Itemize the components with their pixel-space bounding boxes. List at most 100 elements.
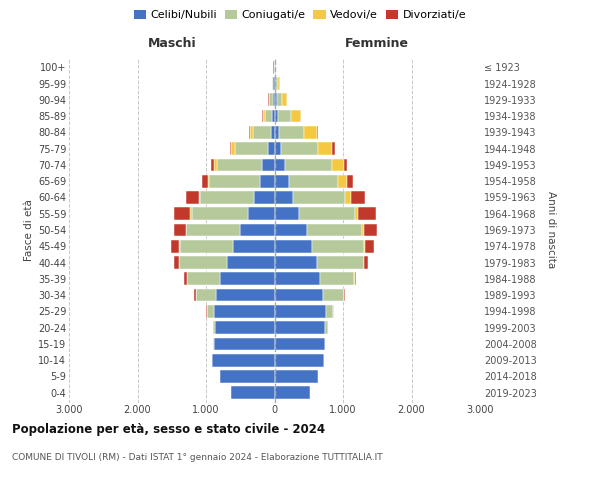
Bar: [364, 256, 368, 269]
Bar: [211, 158, 214, 172]
Bar: [346, 191, 350, 204]
Bar: [263, 110, 265, 122]
Bar: [304, 126, 317, 138]
Bar: [275, 354, 324, 366]
Bar: [275, 305, 326, 318]
Bar: [230, 142, 232, 155]
Bar: [262, 158, 275, 172]
Bar: [275, 288, 323, 302]
Bar: [190, 208, 191, 220]
Bar: [179, 256, 227, 269]
Bar: [275, 208, 299, 220]
Bar: [191, 208, 248, 220]
Bar: [365, 240, 374, 252]
Bar: [317, 126, 318, 138]
Bar: [265, 110, 272, 122]
Bar: [312, 240, 364, 252]
Bar: [286, 158, 332, 172]
Bar: [275, 77, 276, 90]
Bar: [275, 272, 320, 285]
Bar: [213, 322, 215, 334]
Bar: [275, 256, 317, 269]
Bar: [275, 224, 307, 236]
Bar: [275, 175, 289, 188]
Bar: [332, 158, 344, 172]
Bar: [215, 322, 275, 334]
Bar: [217, 158, 262, 172]
Bar: [233, 240, 275, 252]
Bar: [275, 142, 281, 155]
Bar: [186, 224, 240, 236]
Bar: [174, 256, 179, 269]
Bar: [355, 272, 356, 285]
Bar: [275, 94, 277, 106]
Y-axis label: Fasce di età: Fasce di età: [23, 199, 34, 261]
Bar: [275, 191, 293, 204]
Bar: [272, 110, 275, 122]
Bar: [278, 77, 280, 90]
Bar: [271, 126, 275, 138]
Text: Maschi: Maschi: [148, 37, 196, 50]
Bar: [253, 126, 271, 138]
Bar: [289, 175, 338, 188]
Bar: [171, 240, 179, 252]
Bar: [307, 224, 362, 236]
Bar: [281, 142, 319, 155]
Bar: [276, 77, 278, 90]
Bar: [194, 288, 196, 302]
Bar: [320, 272, 355, 285]
Bar: [338, 175, 347, 188]
Bar: [272, 94, 275, 106]
Bar: [278, 110, 291, 122]
Y-axis label: Anni di nascita: Anni di nascita: [547, 192, 556, 268]
Bar: [184, 272, 187, 285]
Bar: [347, 175, 353, 188]
Bar: [326, 305, 334, 318]
Bar: [364, 240, 365, 252]
Bar: [317, 256, 364, 269]
Bar: [269, 94, 272, 106]
Bar: [275, 322, 325, 334]
Bar: [291, 110, 301, 122]
Text: COMUNE DI TIVOLI (RM) - Dati ISTAT 1° gennaio 2024 - Elaborazione TUTTITALIA.IT: COMUNE DI TIVOLI (RM) - Dati ISTAT 1° ge…: [12, 452, 383, 462]
Bar: [323, 288, 344, 302]
Bar: [185, 224, 186, 236]
Bar: [268, 142, 275, 155]
Bar: [187, 272, 220, 285]
Bar: [282, 94, 287, 106]
Text: Popolazione per età, sesso e stato civile - 2024: Popolazione per età, sesso e stato civil…: [12, 422, 325, 436]
Bar: [212, 354, 275, 366]
Bar: [277, 94, 282, 106]
Bar: [214, 305, 275, 318]
Bar: [200, 191, 254, 204]
Bar: [202, 175, 208, 188]
Bar: [179, 240, 180, 252]
Bar: [325, 322, 328, 334]
Bar: [209, 175, 260, 188]
Bar: [364, 224, 377, 236]
Bar: [260, 175, 275, 188]
Bar: [275, 158, 286, 172]
Bar: [319, 142, 332, 155]
Bar: [174, 224, 185, 236]
Bar: [240, 224, 275, 236]
Bar: [208, 175, 209, 188]
Bar: [254, 191, 275, 204]
Bar: [215, 288, 275, 302]
Bar: [299, 208, 355, 220]
Bar: [235, 142, 268, 155]
Bar: [344, 158, 347, 172]
Bar: [344, 288, 345, 302]
Bar: [180, 240, 233, 252]
Bar: [272, 77, 273, 90]
Bar: [275, 338, 325, 350]
Bar: [199, 191, 200, 204]
Bar: [230, 386, 275, 399]
Text: Femmine: Femmine: [345, 37, 409, 50]
Bar: [206, 305, 207, 318]
Bar: [293, 191, 346, 204]
Bar: [249, 126, 250, 138]
Bar: [220, 272, 275, 285]
Legend: Celibi/Nubili, Coniugati/e, Vedovi/e, Divorziati/e: Celibi/Nubili, Coniugati/e, Vedovi/e, Di…: [130, 6, 470, 25]
Bar: [196, 288, 215, 302]
